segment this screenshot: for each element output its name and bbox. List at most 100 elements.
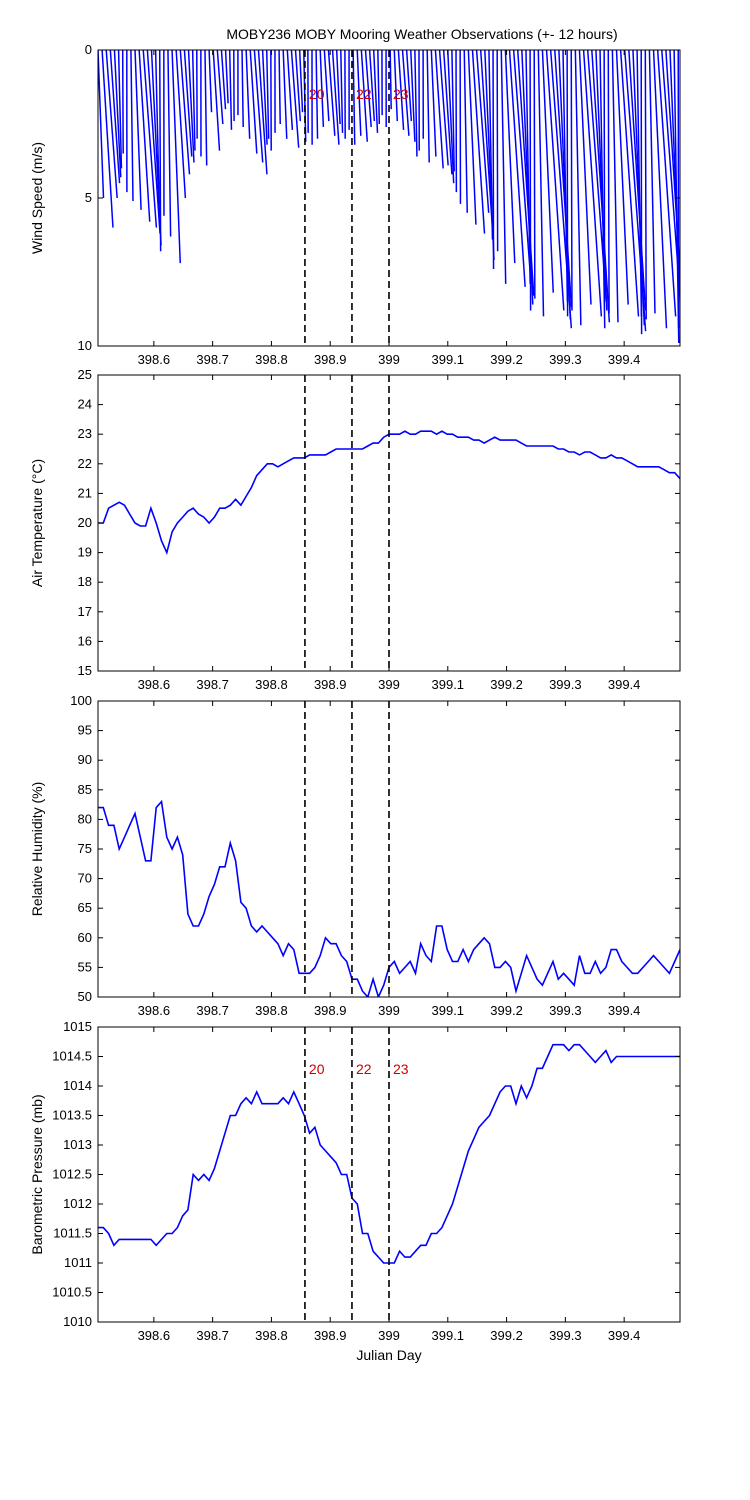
wind-stick [410, 50, 416, 142]
wind-stick [397, 50, 405, 130]
y-tick-label: 15 [78, 663, 92, 678]
y-tick-label: 1010.5 [52, 1285, 92, 1300]
marker-label: 20 [309, 1061, 325, 1077]
y-tick-label: 1014.5 [52, 1049, 92, 1064]
wind-stick [286, 50, 294, 130]
marker-label: 23 [393, 86, 409, 102]
wind-stick [228, 50, 233, 130]
wind-stick [401, 50, 410, 136]
y-tick-label: 25 [78, 367, 92, 382]
wind-stick [537, 50, 545, 317]
y-tick-label: 16 [78, 633, 92, 648]
y-tick-label: 1015 [63, 1019, 92, 1034]
x-tick-label: 398.8 [255, 1328, 288, 1343]
wind-stick [265, 50, 270, 139]
wind-stick [253, 50, 264, 163]
wind-stick [372, 50, 379, 133]
x-tick-label: 398.7 [196, 352, 229, 367]
wind-stick [249, 50, 258, 154]
wind-stick [323, 50, 330, 122]
wind-stick [541, 50, 555, 293]
wind-stick [648, 50, 656, 314]
wind-stick [298, 50, 304, 113]
wind-stick [261, 50, 268, 145]
x-tick-label: 398.8 [255, 677, 288, 692]
wind-stick [146, 50, 161, 234]
y-tick-label: 80 [78, 811, 92, 826]
wind-stick [512, 50, 532, 276]
wind-stick [656, 50, 677, 317]
wind-stick [430, 50, 437, 157]
y-tick-label: 95 [78, 723, 92, 738]
x-tick-label: 399.2 [490, 677, 523, 692]
wind-stick [607, 50, 610, 314]
wind-stick [434, 50, 444, 169]
wind-stick [187, 50, 195, 163]
wind-stick [290, 50, 300, 148]
wind-stick [582, 50, 603, 317]
x-tick-label: 399.4 [608, 677, 641, 692]
y-tick-label: 1014 [63, 1078, 92, 1093]
wind-stick [117, 50, 123, 169]
y-tick-label: 1010 [63, 1314, 92, 1329]
y-tick-label: 21 [78, 485, 92, 500]
wind-stick [665, 50, 680, 284]
wind-stick [438, 50, 449, 166]
wind-stick [578, 50, 592, 305]
wind-stick [154, 50, 160, 204]
wind-stick [216, 50, 224, 125]
wind-stick [352, 50, 356, 145]
y-axis-label: Relative Humidity (%) [29, 782, 45, 917]
wind-stick [570, 50, 573, 311]
y-tick-label: 17 [78, 604, 92, 619]
x-tick-label: 399.2 [490, 1328, 523, 1343]
y-axis-label: Air Temperature (°C) [29, 459, 45, 587]
wind-stick [611, 50, 619, 323]
wind-stick [138, 50, 151, 222]
x-tick-label: 399.1 [432, 1328, 465, 1343]
y-tick-label: 85 [78, 782, 92, 797]
wind-stick [175, 50, 187, 199]
y-tick-label: 75 [78, 841, 92, 856]
y-tick-label: 23 [78, 426, 92, 441]
wind-stick [652, 50, 668, 329]
y-tick-label: 65 [78, 900, 92, 915]
wind-stick [191, 50, 196, 151]
x-tick-label: 399.3 [549, 677, 582, 692]
x-tick-label: 399.4 [608, 1003, 641, 1018]
wind-stick [204, 50, 208, 166]
panel-2: 398.6 398.7 398.8 398.9 399 399.1 399.2 399.3 39… [29, 367, 681, 692]
x-tick-label: 398.8 [255, 1003, 288, 1018]
wind-stick [562, 50, 569, 302]
x-tick-label: 399 [378, 352, 400, 367]
wind-stick [504, 50, 516, 264]
y-tick-label: 0 [85, 42, 92, 57]
x-tick-label: 398.7 [196, 677, 229, 692]
y-tick-label: 1012.5 [52, 1167, 92, 1182]
y-tick-label: 18 [78, 574, 92, 589]
wind-stick [389, 50, 392, 110]
x-tick-label: 398.6 [138, 677, 171, 692]
wind-stick [447, 50, 455, 184]
wind-stick [158, 50, 162, 252]
x-tick-label: 399.1 [432, 352, 465, 367]
wind-stick [615, 50, 629, 305]
x-tick-label: 399 [378, 1003, 400, 1018]
x-tick-label: 399.4 [608, 1328, 641, 1343]
x-tick-label: 399.1 [432, 677, 465, 692]
x-tick-label: 399.3 [549, 1003, 582, 1018]
wind-stick [142, 50, 158, 228]
y-tick-label: 5 [85, 190, 92, 205]
wind-stick [179, 50, 191, 175]
wind-stick [150, 50, 162, 246]
x-tick-label: 398.9 [314, 1328, 347, 1343]
wind-stick [212, 50, 221, 151]
wind-stick [451, 50, 455, 172]
wind-stick [105, 50, 118, 199]
wind-stick [319, 50, 325, 127]
x-tick-label: 398.6 [138, 1328, 171, 1343]
plot-area [98, 50, 680, 344]
wind-stick [558, 50, 572, 320]
wind-stick [257, 50, 268, 175]
